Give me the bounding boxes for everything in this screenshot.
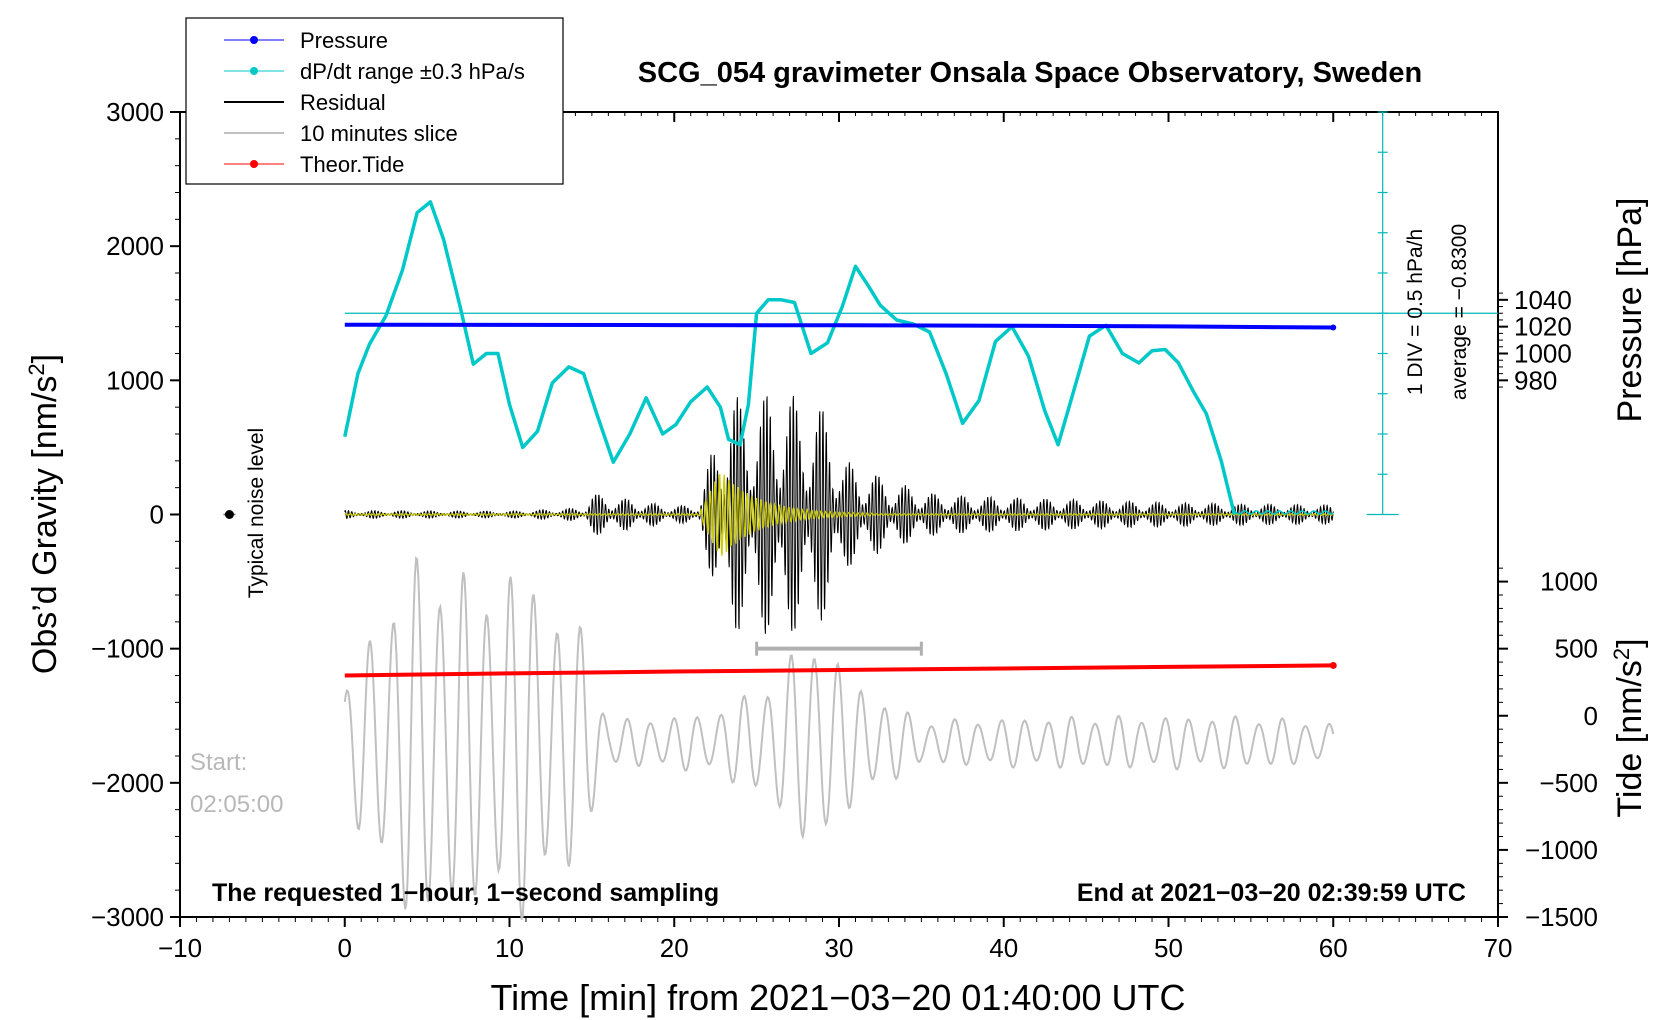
slice-series <box>343 556 1335 920</box>
pressure-series <box>344 322 1337 331</box>
gravity-tick-label: 2000 <box>106 231 164 261</box>
pressure-end-dot <box>1330 324 1337 331</box>
gravity-tick-label: 0 <box>150 500 164 530</box>
tide-axis: −1500 −1000 −500 0 500 1000 <box>1498 567 1598 932</box>
tide-end-dot <box>1329 661 1337 669</box>
legend-label: Residual <box>300 90 386 115</box>
x-tick-label: 20 <box>660 933 689 963</box>
slice-bar <box>755 641 923 656</box>
synthetic-series <box>344 474 1334 556</box>
legend-item: dP/dt range ±0.3 hPa/s <box>224 59 525 84</box>
slice-line <box>343 556 1335 920</box>
gravity-axis-label-main: Obs’d Gravity [nm/s <box>26 376 64 675</box>
pressure-tick-label: 1040 <box>1514 285 1572 315</box>
synthetic-line <box>344 474 1334 556</box>
legend-label: 10 minutes slice <box>300 121 458 146</box>
tide-axis-label-sup: 2 <box>1609 648 1634 660</box>
residual-series <box>344 395 1334 634</box>
tide-tick-label: −1000 <box>1525 835 1598 865</box>
tide-line <box>344 663 1334 678</box>
legend-item: Residual <box>224 90 386 115</box>
tide-axis-label-end: ] <box>1611 638 1649 647</box>
x-axis: −10 0 10 20 30 40 50 60 70 <box>158 917 1513 963</box>
pressure-axis-label: Pressure [hPa] <box>1611 198 1649 423</box>
chart-title: SCG_054 gravimeter Onsala Space Observat… <box>638 57 1422 89</box>
x-tick-label: 70 <box>1484 933 1513 963</box>
gravity-tick-label: −3000 <box>91 902 164 932</box>
tide-tick-label: 0 <box>1584 701 1598 731</box>
x-tick-label: 0 <box>338 933 352 963</box>
requested-sampling-label: The requested 1−hour, 1−second sampling <box>212 879 719 907</box>
dpdt-scale <box>344 111 1498 516</box>
legend-label: dP/dt range ±0.3 hPa/s <box>300 59 525 84</box>
start-time-label: 02:05:00 <box>190 791 283 818</box>
x-tick-label: 60 <box>1319 933 1348 963</box>
pressure-tick-label: 980 <box>1514 365 1557 395</box>
legend-swatch-dot <box>250 36 258 44</box>
legend-swatch-dot <box>250 67 258 75</box>
legend-item: Pressure <box>224 28 388 53</box>
x-tick-label: −10 <box>158 933 202 963</box>
dpdt-div-label: 1 DIV = 0.5 hPa/h <box>1404 229 1427 395</box>
gravity-axis-label: Obs’d Gravity [nm/s2] <box>24 354 65 674</box>
gravity-axis-label-sup: 2 <box>24 363 49 375</box>
gravity-tick-label: −1000 <box>91 634 164 664</box>
gravity-tick-label: 1000 <box>106 365 164 395</box>
tide-axis-label-main: Tide [nm/s <box>1611 660 1649 817</box>
tide-tick-label: 1000 <box>1540 567 1598 597</box>
legend: Pressure dP/dt range ±0.3 hPa/s Residual 10… <box>185 17 564 185</box>
x-tick-label: 30 <box>825 933 854 963</box>
start-label: Start: <box>190 749 247 776</box>
x-tick-label: 40 <box>989 933 1018 963</box>
dpdt-line <box>343 200 1237 515</box>
dpdt-tail <box>1233 510 1334 515</box>
noise-dot <box>224 510 234 519</box>
gravity-tick-label: 3000 <box>106 97 164 127</box>
tide-axis-label: Tide [nm/s2] <box>1609 638 1650 817</box>
gravity-axis: −3000 −2000 −1000 0 1000 2000 3000 <box>91 97 180 932</box>
noise-level-label: Typical noise level <box>245 428 268 598</box>
pressure-tick-label: 1000 <box>1514 339 1572 369</box>
tide-tick-label: 500 <box>1555 634 1598 664</box>
x-axis-label: Time [min] from 2021−03−20 01:40:00 UTC <box>490 977 1185 1018</box>
x-tick-label: 10 <box>495 933 524 963</box>
tide-series <box>344 661 1337 678</box>
pressure-line <box>344 322 1334 330</box>
end-time-label: End at 2021−03−20 02:39:59 UTC <box>1077 879 1466 907</box>
x-tick-label: 50 <box>1154 933 1183 963</box>
gravity-tick-label: −2000 <box>91 768 164 798</box>
dpdt-series <box>343 200 1334 515</box>
tide-tick-label: −1500 <box>1525 902 1598 932</box>
gravity-axis-label-end: ] <box>26 354 64 363</box>
legend-item: 10 minutes slice <box>224 121 458 146</box>
dpdt-average-label: average = −0.8300 <box>1448 224 1471 400</box>
noise-marker <box>223 510 236 519</box>
pressure-tick-label: 1020 <box>1514 312 1572 342</box>
legend-swatch-dot <box>250 160 258 168</box>
legend-label: Theor.Tide <box>300 152 404 177</box>
tide-tick-label: −500 <box>1539 768 1598 798</box>
legend-label: Pressure <box>300 28 388 53</box>
residual-line <box>344 395 1334 634</box>
legend-items: Pressure dP/dt range ±0.3 hPa/s Residual 10… <box>224 28 525 177</box>
legend-item: Theor.Tide <box>224 152 404 177</box>
